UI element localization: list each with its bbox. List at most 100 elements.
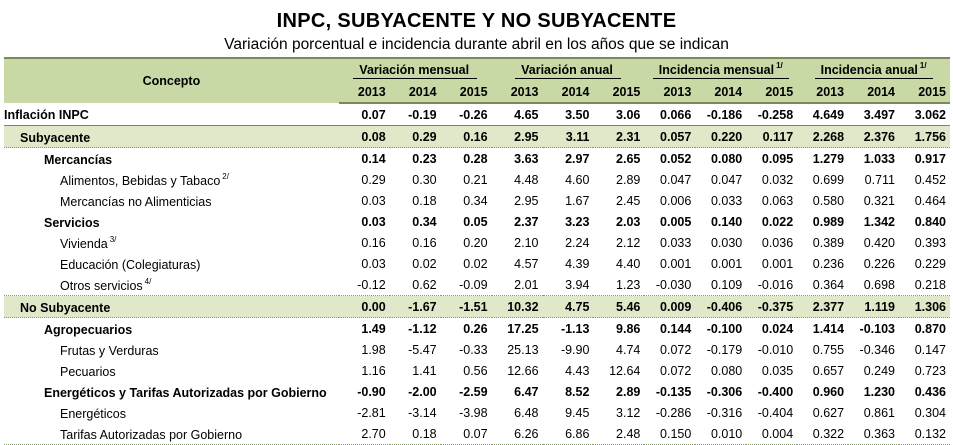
- table-cell: 0.321: [863, 193, 895, 208]
- table-cell: 3.06: [593, 103, 645, 126]
- table-cell: -1.12: [408, 321, 437, 336]
- table-cell: 0.218: [914, 277, 946, 292]
- table-cell: 2.24: [565, 235, 590, 250]
- table-cell: -0.09: [459, 277, 488, 292]
- table-cell: 0.364: [812, 277, 845, 292]
- table-cell: 0.23: [412, 151, 437, 166]
- table-cell: 0.304: [914, 405, 946, 420]
- table-cell: 0.18: [412, 193, 437, 208]
- table-cell: 2.37: [514, 214, 539, 229]
- year-header: 2013: [797, 81, 849, 104]
- table-cell: 4.65: [491, 103, 543, 126]
- row-label: No Subyacente: [4, 295, 339, 318]
- table-cell: 0.452: [914, 172, 946, 187]
- table-cell: 2.10: [514, 235, 539, 250]
- table-cell: 2.31: [593, 125, 645, 148]
- table-cell: -0.010: [757, 342, 794, 357]
- table-cell: -2.59: [459, 384, 488, 399]
- row-label: Frutas y Verduras: [60, 343, 159, 358]
- table-cell: 0.147: [914, 342, 946, 357]
- table-cell: -3.14: [408, 405, 437, 420]
- table-cell: 9.86: [616, 321, 641, 336]
- row-label: Educación (Colegiaturas): [60, 257, 201, 272]
- year-header: 2015: [899, 81, 950, 104]
- table-cell: 0.009: [644, 295, 696, 318]
- footnote-marker: 4/: [144, 276, 152, 286]
- table-cell: 0.072: [660, 342, 692, 357]
- year-header: 2014: [542, 81, 594, 104]
- table-cell: 3.062: [899, 103, 950, 126]
- table-cell: 6.26: [491, 423, 543, 445]
- table-cell: 2.268: [797, 125, 849, 148]
- table-cell: 0.052: [660, 151, 692, 166]
- table-cell: 0.144: [660, 321, 692, 336]
- year-header: 2014: [848, 81, 899, 104]
- table-cell: 0.117: [746, 125, 798, 148]
- table-cell: 0.047: [660, 172, 692, 187]
- row-label: Servicios: [44, 215, 100, 230]
- table-cell: 0.861: [863, 405, 895, 420]
- table-cell: 12.66: [507, 363, 539, 378]
- table-cell: 0.030: [710, 235, 743, 250]
- table-cell: -0.375: [746, 295, 798, 318]
- table-cell: -0.346: [859, 342, 895, 357]
- table-cell: 0.870: [914, 321, 946, 336]
- year-header: 2015: [746, 81, 798, 104]
- table-row: Energéticos -2.81 -3.14 -3.98 6.48 9.45 3.12 -0…: [4, 402, 950, 423]
- table-cell: -0.404: [757, 405, 794, 420]
- table-cell: 3.23: [565, 214, 590, 229]
- group-header: Variación mensual: [338, 57, 492, 81]
- table-cell: 4.74: [616, 342, 641, 357]
- row-label: Mercancías no Alimenticias: [60, 194, 212, 209]
- table-cell: 0.20: [463, 235, 488, 250]
- table-cell: 0.420: [863, 235, 895, 250]
- concepto-header: Concepto: [4, 57, 339, 103]
- table-cell: 0.001: [660, 256, 692, 271]
- table-cell: 2.03: [616, 214, 641, 229]
- table-cell: -2.81: [357, 405, 386, 420]
- table-row: Mercancías no Alimenticias 0.03 0.18 0.34 2.…: [4, 190, 950, 211]
- table-cell: 0.755: [812, 342, 845, 357]
- table-cell: 0.960: [812, 384, 845, 399]
- table-cell: 0.16: [440, 125, 492, 148]
- table-cell: 1.23: [616, 277, 641, 292]
- table-cell: 3.50: [542, 103, 594, 126]
- table-cell: 4.48: [514, 172, 539, 187]
- table-cell: 0.29: [389, 125, 441, 148]
- table-cell: 4.60: [565, 172, 590, 187]
- table-cell: 0.004: [746, 423, 798, 445]
- table-cell: 4.39: [565, 256, 590, 271]
- table-cell: 2.97: [565, 151, 590, 166]
- table-cell: 0.07: [338, 103, 390, 126]
- table-cell: 4.57: [514, 256, 539, 271]
- table-cell: 6.48: [514, 405, 539, 420]
- year-header: 2013: [338, 81, 390, 104]
- table-cell: 4.649: [797, 103, 849, 126]
- year-header: 2015: [593, 81, 645, 104]
- table-cell: -9.90: [560, 342, 590, 357]
- table-cell: -0.103: [859, 321, 895, 336]
- table-cell: 1.756: [899, 125, 950, 148]
- table-cell: -1.67: [389, 295, 441, 318]
- table-cell: 4.40: [616, 256, 641, 271]
- year-header: 2014: [389, 81, 441, 104]
- table-cell: 2.45: [616, 193, 641, 208]
- table-cell: 0.436: [914, 384, 946, 399]
- table-cell: 0.698: [863, 277, 895, 292]
- table-cell: 0.14: [361, 151, 386, 166]
- table-cell: 0.389: [812, 235, 845, 250]
- row-label: Alimentos, Bebidas y Tabaco 2/: [60, 171, 229, 188]
- inpc-table: Concepto Variación mensual Variación anu…: [4, 57, 950, 445]
- table-cell: 3.497: [848, 103, 899, 126]
- table-cell: 0.00: [338, 295, 390, 318]
- table-cell: 0.066: [644, 103, 696, 126]
- table-row: Inflación INPC 0.07 -0.19 -0.26 4.65 3.50 3.06…: [4, 103, 950, 126]
- row-label: Mercancías: [44, 152, 113, 167]
- table-cell: 0.080: [710, 151, 743, 166]
- table-cell: 0.322: [797, 423, 849, 445]
- group-header: Variación anual: [491, 57, 645, 81]
- table-cell: 0.024: [761, 321, 794, 336]
- table-cell: 6.47: [514, 384, 539, 399]
- table-cell: 0.30: [412, 172, 437, 187]
- table-cell: 0.02: [412, 256, 437, 271]
